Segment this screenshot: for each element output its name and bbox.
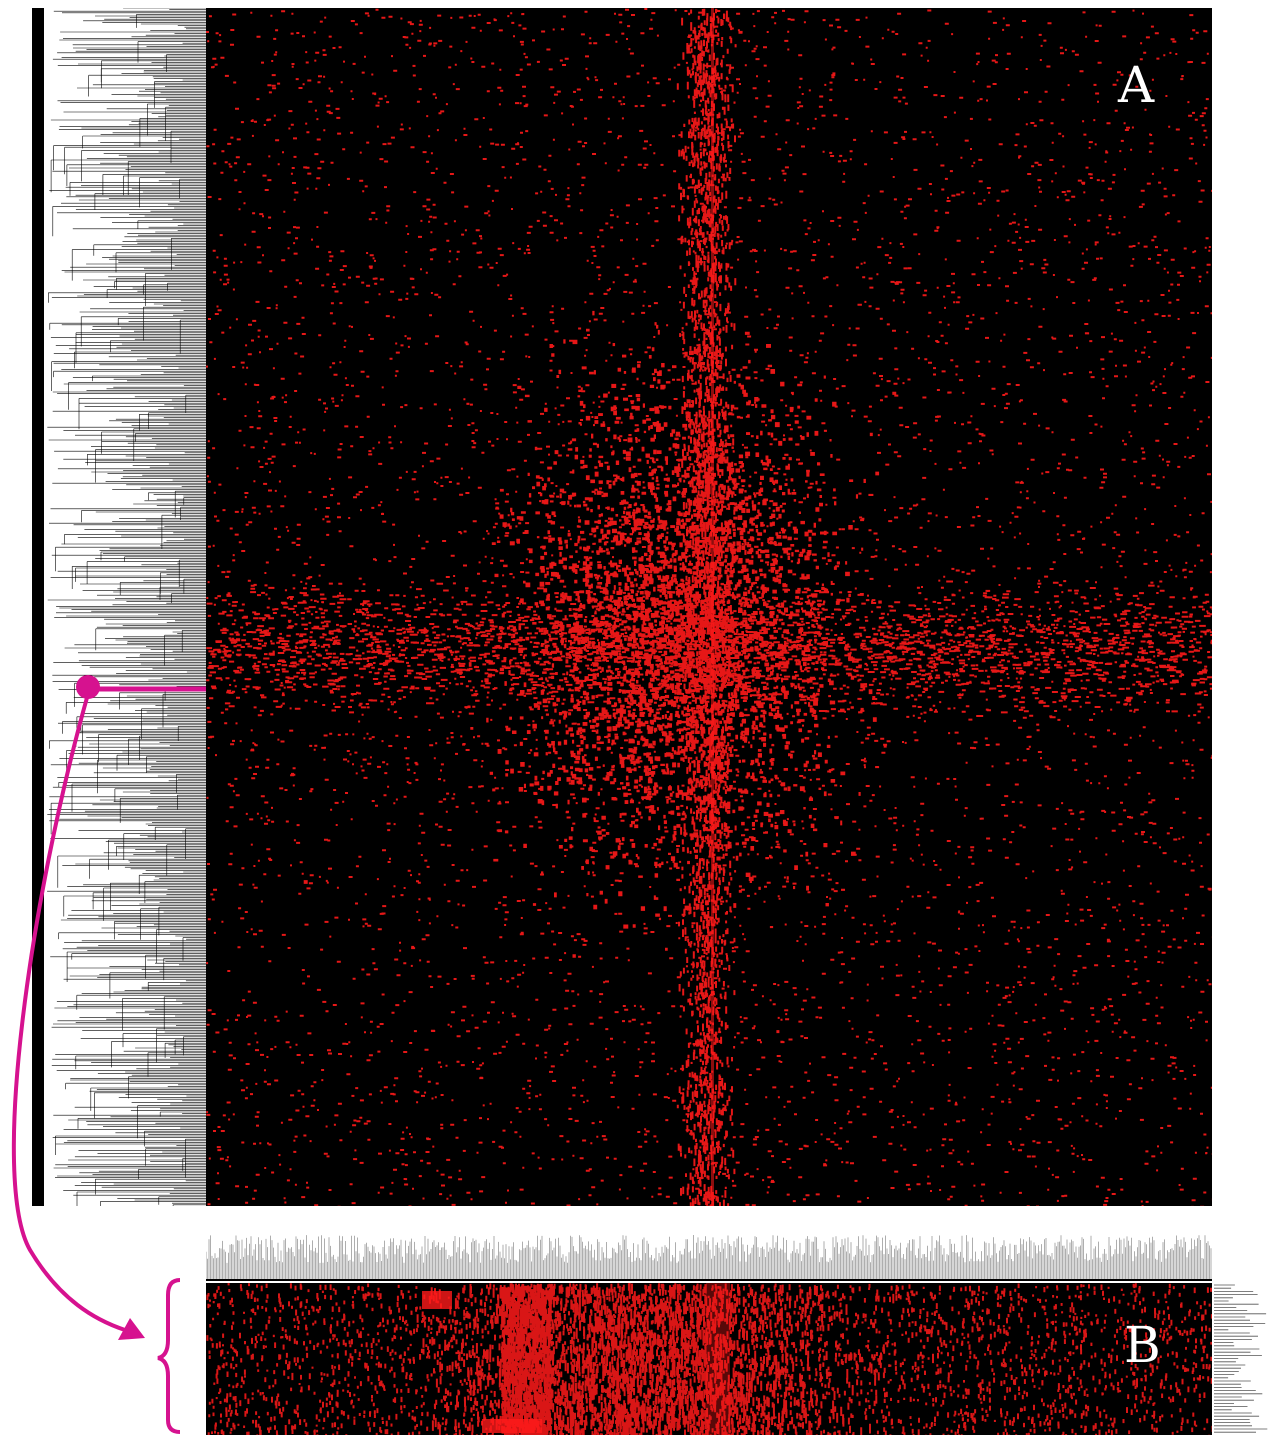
column-dendrogram-branches [206, 1235, 1212, 1281]
panel-label-a: A [1118, 56, 1155, 114]
heatmap-b-cells [206, 1283, 1212, 1435]
panel-label-b: B [1124, 1316, 1161, 1374]
row-dendrogram [32, 8, 207, 1206]
curly-brace-icon [157, 1278, 181, 1434]
row-label-marks [1214, 1284, 1268, 1433]
heatmap-panel-b [206, 1283, 1212, 1435]
row-labels-b [1214, 1284, 1268, 1433]
dendrogram-branches [33, 8, 207, 1206]
arrow-head-icon [118, 1318, 145, 1340]
column-dendrogram [206, 1233, 1212, 1281]
heatmap-panel-a [206, 8, 1212, 1206]
heatmap-a-cells [206, 8, 1212, 1206]
